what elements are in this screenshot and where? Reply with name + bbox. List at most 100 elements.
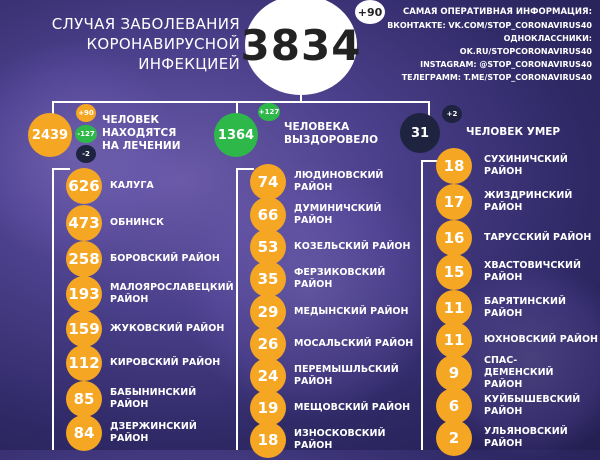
district-count: 15	[436, 254, 472, 290]
district-count: 26	[250, 326, 286, 362]
district-name: МЕЩОВСКИЙ РАЙОН	[294, 402, 411, 413]
district-name: КИРОВСКИЙ РАЙОН	[110, 357, 221, 368]
district-count: 193	[66, 276, 102, 312]
district-count: 84	[66, 415, 102, 451]
died-plus-value: +2	[446, 110, 458, 118]
title-line-2: КОРОНАВИРУСНОЙ ИНФЕКЦИЕЙ	[86, 35, 240, 73]
district-column-1: 626 КАЛУГА 473 ОБНИНСК 258 БОРОВСКИЙ РАЙОН …	[66, 0, 236, 451]
district-count: 473	[66, 205, 102, 241]
list-item: 18 СУХИНИЧСКИЙ РАЙОН	[436, 148, 600, 184]
district-name: БОРОВСКИЙ РАЙОН	[110, 253, 220, 264]
recovered-value: 1364	[217, 127, 255, 143]
list-item: 35 ФЕРЗИКОВСКИЙ РАЙОН	[250, 261, 422, 297]
list-item: 11 ЮХНОВСКИЙ РАЙОН	[436, 322, 598, 358]
district-name: ХВАСТОВИЧСКИЙ РАЙОН	[484, 260, 581, 283]
list-item: 258 БОРОВСКИЙ РАЙОН	[66, 241, 220, 277]
district-count: 159	[66, 311, 102, 347]
info-line-ok: ОДНОКЛАССНИКИ: OK.RU/STOPCORONAVIRUS40	[459, 34, 592, 56]
list-item: 626 КАЛУГА	[66, 168, 154, 204]
list-item: 26 МОСАЛЬСКИЙ РАЙОН	[250, 326, 413, 362]
list-item: 9 СПАС-ДЕМЕНСКИЙ РАЙОН	[436, 355, 584, 391]
background-virus-shape	[180, 160, 440, 420]
list-item: 18 ИЗНОСКОВСКИЙ РАЙОН	[250, 422, 422, 458]
list-item: 66 ДУМИНИЧСКИЙ РАЙОН	[250, 197, 422, 233]
list-item: 16 ТАРУССКИЙ РАЙОН	[436, 220, 591, 256]
column-3-line	[421, 160, 423, 450]
district-name: ЖУКОВСКИЙ РАЙОН	[110, 323, 225, 334]
connector-vertical-top	[300, 90, 302, 102]
district-name: ПЕРЕМЫШЛЬСКИЙ РАЙОН	[294, 364, 399, 387]
total-delta-value: +90	[357, 5, 383, 19]
treatment-minus2-badge: -2	[76, 145, 96, 163]
list-item: 15 ХВАСТОВИЧСКИЙ РАЙОН	[436, 254, 600, 290]
district-name: СУХИНИЧСКИЙ РАЙОН	[484, 154, 568, 177]
district-name: ОБНИНСК	[110, 217, 164, 228]
list-item: 24 ПЕРЕМЫШЛЬСКИЙ РАЙОН	[250, 358, 404, 394]
district-name: ИЗНОСКОВСКИЙ РАЙОН	[294, 428, 386, 451]
district-name: ФЕРЗИКОВСКИЙ РАЙОН	[294, 267, 386, 290]
district-name: ДЗЕРЖИНСКИЙ РАЙОН	[110, 421, 197, 444]
info-line-telegram: ТЕЛЕГРАММ: T.ME/STOP_CORONAVIRUS40	[401, 73, 592, 82]
list-item: 473 ОБНИНСК	[66, 205, 164, 241]
district-count: 18	[250, 422, 286, 458]
district-count: 258	[66, 241, 102, 277]
died-label-text: ЧЕЛОВЕК УМЕР	[466, 126, 561, 138]
treatment-label-1: ЧЕЛОВЕК	[102, 114, 160, 126]
info-block: САМАЯ ОПЕРАТИВНАЯ ИНФОРМАЦИЯ: ВКОНТАКТЕ:…	[382, 6, 592, 84]
district-name: МОСАЛЬСКИЙ РАЙОН	[294, 338, 414, 349]
list-item: 11 БАРЯТИНСКИЙ РАЙОН	[436, 290, 600, 326]
column-1-line	[52, 168, 54, 450]
recovered-plus-value: +127	[258, 108, 280, 116]
district-name: ЖИЗДРИНСКИЙ РАЙОН	[484, 190, 573, 213]
recovered-label-2: ВЫЗДОРОВЕЛО	[284, 134, 379, 146]
info-line-instagram: INSTAGRAM: @STOP_CORONAVIRUS40	[420, 60, 592, 69]
district-count: 19	[250, 390, 286, 426]
recovered-circle: 1364	[214, 113, 258, 157]
treatment-plus-value: +90	[78, 109, 94, 117]
district-count: 626	[66, 168, 102, 204]
district-count: 74	[250, 164, 286, 200]
district-count: 17	[436, 184, 472, 220]
treatment-label: ЧЕЛОВЕК НАХОДЯТСЯ НА ЛЕЧЕНИИ	[102, 114, 180, 153]
treatment-plus-badge: +90	[76, 104, 96, 122]
district-name: КАЛУГА	[110, 180, 154, 191]
list-item: 84 ДЗЕРЖИНСКИЙ РАЙОН	[66, 415, 236, 451]
district-name: КУЙБЫШЕВСКИЙ РАЙОН	[484, 394, 581, 417]
connector-horizontal	[52, 101, 430, 103]
treatment-circle: 2439	[28, 113, 72, 157]
district-name: ЮХНОВСКИЙ РАЙОН	[484, 334, 598, 345]
district-count: 85	[66, 381, 102, 417]
list-item: 53 КОЗЕЛЬСКИЙ РАЙОН	[250, 229, 410, 265]
treatment-label-2: НАХОДЯТСЯ	[102, 127, 177, 139]
list-item: 29 МЕДЫНСКИЙ РАЙОН	[250, 294, 408, 330]
district-count: 18	[436, 148, 472, 184]
district-name: БАРЯТИНСКИЙ РАЙОН	[484, 296, 566, 319]
district-column-2: 74 ЛЮДИНОВСКИЙ РАЙОН 66 ДУМИНИЧСКИЙ РАЙОН …	[250, 0, 422, 458]
connector-right-drop	[428, 101, 430, 119]
district-count: 6	[436, 388, 472, 424]
total-delta-badge: +90	[355, 0, 385, 24]
treatment-minus-badge: -127	[75, 125, 97, 143]
district-name: ТАРУССКИЙ РАЙОН	[484, 232, 592, 243]
district-name: СПАС-ДЕМЕНСКИЙ РАЙОН	[484, 355, 554, 390]
column-2-line	[236, 168, 238, 450]
page-title: СЛУЧАЯ ЗАБОЛЕВАНИЯ КОРОНАВИРУСНОЙ ИНФЕКЦ…	[8, 14, 240, 74]
died-label: ЧЕЛОВЕК УМЕР	[466, 126, 560, 139]
list-item: 74 ЛЮДИНОВСКИЙ РАЙОН	[250, 164, 422, 200]
column-1-top-cap	[52, 168, 70, 170]
district-name: МЕДЫНСКИЙ РАЙОН	[294, 306, 409, 317]
district-count: 11	[436, 322, 472, 358]
total-cases-circle: 3834	[241, 0, 360, 95]
recovered-label: ЧЕЛОВЕКА ВЫЗДОРОВЕЛО	[284, 121, 378, 147]
district-name: ДУМИНИЧСКИЙ РАЙОН	[294, 203, 382, 226]
district-count: 112	[66, 345, 102, 381]
recovered-plus-badge: +127	[258, 103, 280, 121]
treatment-minus-value: -127	[77, 130, 95, 138]
list-item: 19 МЕЩОВСКИЙ РАЙОН	[250, 390, 410, 426]
list-item: 17 ЖИЗДРИНСКИЙ РАЙОН	[436, 184, 600, 220]
district-count: 29	[250, 294, 286, 330]
list-item: 2 УЛЬЯНОВСКИЙ РАЙОН	[436, 420, 600, 456]
district-count: 66	[250, 197, 286, 233]
column-2-top-cap	[236, 168, 254, 170]
district-name: УЛЬЯНОВСКИЙ РАЙОН	[484, 426, 568, 449]
